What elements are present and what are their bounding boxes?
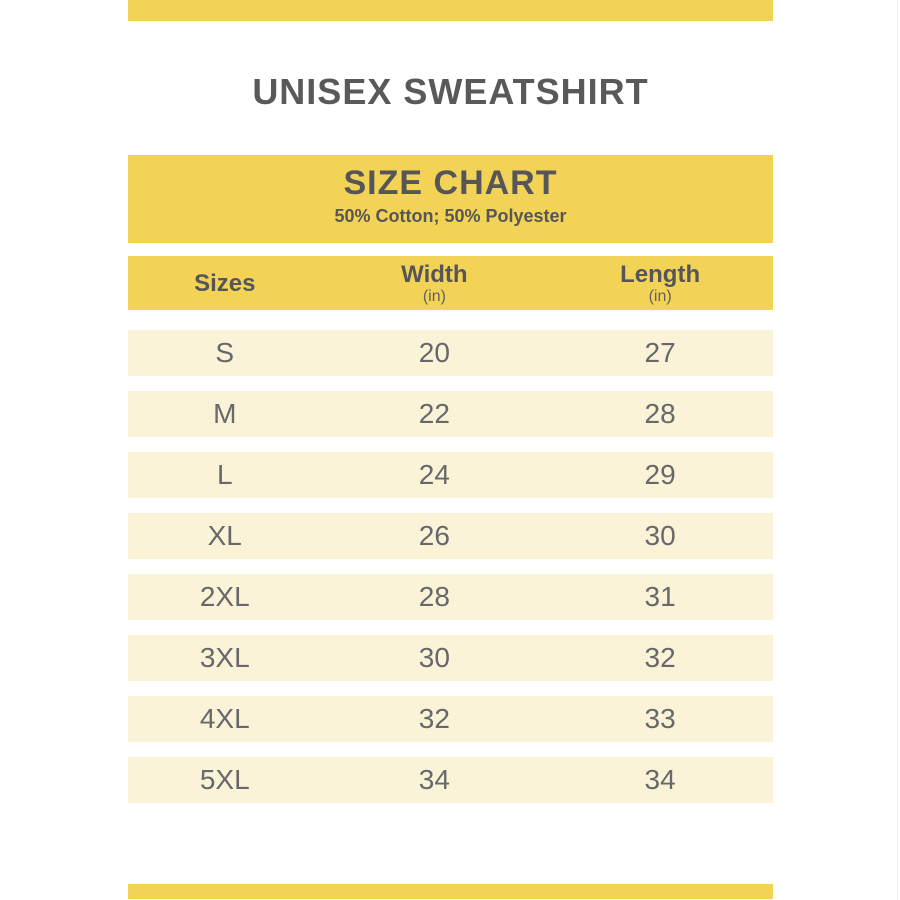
width-cell: 32 [418,703,450,734]
length-cell: 27 [644,337,676,368]
table-row: S 20 27 [128,330,773,376]
size-cell: L [216,459,233,490]
width-cell: 26 [418,520,450,551]
column-header-unit: (in) [422,287,446,305]
table-header-row: Sizes Width (in) Length (in) [128,256,773,310]
column-header-sizes: Sizes [128,256,322,310]
size-cell: 5XL [199,764,250,795]
length-cell: 32 [644,642,676,673]
length-cell: 34 [644,764,676,795]
table-row: L 24 29 [128,452,773,498]
column-header-width: Width (in) [322,256,548,310]
size-cell: S [215,337,235,368]
size-cell: XL [207,520,242,551]
size-chart-heading: SIZE CHART [343,164,558,202]
size-cell: M [213,398,237,429]
fabric-composition-subheading: 50% Cotton; 50% Polyester [334,206,567,226]
width-cell: 30 [418,642,450,673]
table-row: XL 26 30 [128,513,773,559]
column-header-label: Sizes [194,269,256,297]
product-title: UNISEX SWEATSHIRT [252,71,649,112]
size-cell: 2XL [199,581,250,612]
width-cell: 20 [418,337,450,368]
column-header-unit: (in) [648,287,672,305]
length-cell: 33 [644,703,676,734]
length-cell: 30 [644,520,676,551]
width-cell: 22 [418,398,450,429]
table-row: 3XL 30 32 [128,635,773,681]
column-header-label: Width [401,260,468,288]
column-header-length: Length (in) [547,256,773,310]
size-chart-header: SIZE CHART 50% Cotton; 50% Polyester [128,155,773,243]
width-cell: 24 [418,459,450,490]
content-column: UNISEX SWEATSHIRT SIZE CHART 50% Cotton;… [128,0,773,900]
width-cell: 28 [418,581,450,612]
length-cell: 29 [644,459,676,490]
bottom-accent-bar [128,884,773,899]
size-cell: 4XL [199,703,250,734]
page-right-edge-line [897,0,898,900]
top-accent-bar [128,0,773,21]
size-table-body: S 20 27 M 22 28 L 24 29 XL 26 30 2XL 28 … [128,330,773,803]
table-row: 2XL 28 31 [128,574,773,620]
size-cell: 3XL [199,642,250,673]
table-row: M 22 28 [128,391,773,437]
table-row: 4XL 32 33 [128,696,773,742]
table-row: 5XL 34 34 [128,757,773,803]
column-header-label: Length [620,260,701,288]
width-cell: 34 [418,764,450,795]
length-cell: 28 [644,398,676,429]
length-cell: 31 [644,581,676,612]
